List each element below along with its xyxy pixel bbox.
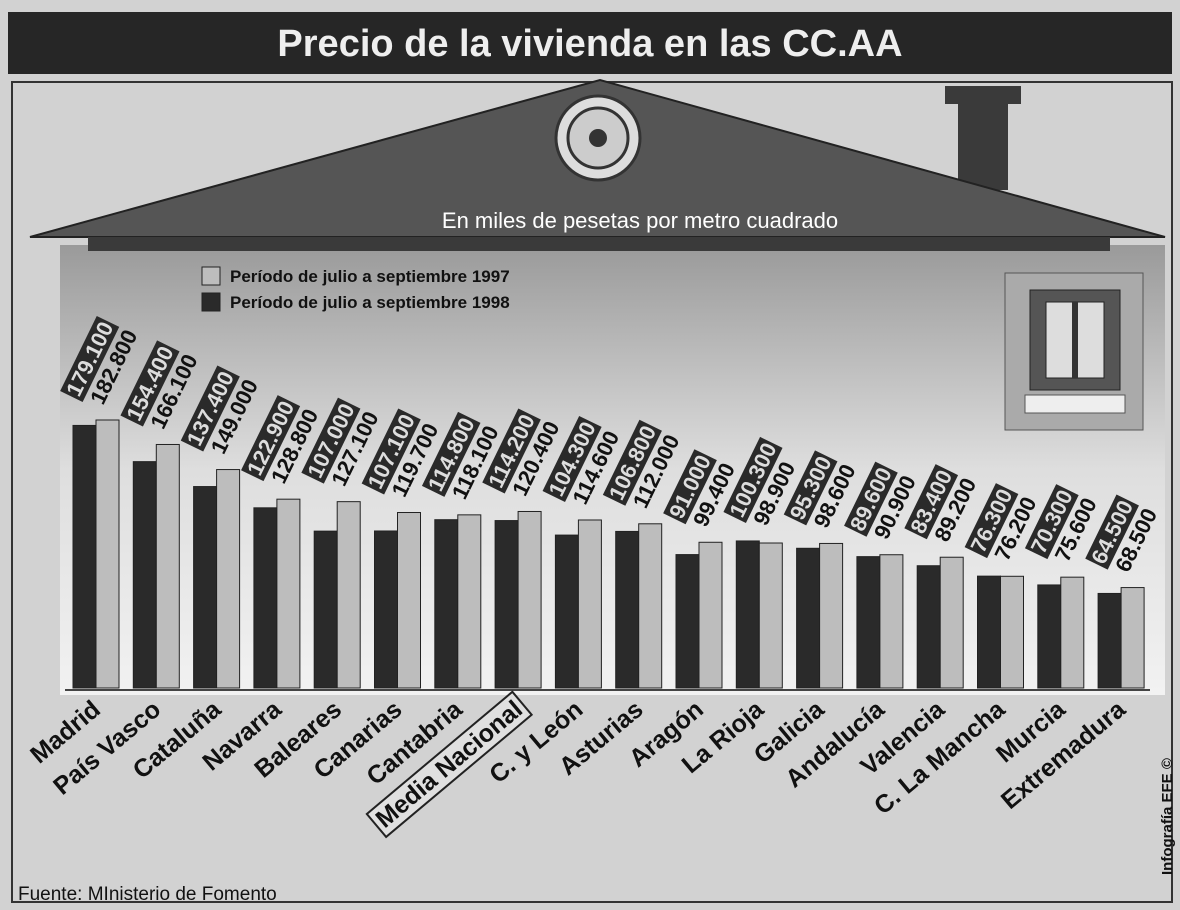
bar bbox=[1121, 588, 1144, 688]
bar bbox=[518, 511, 541, 688]
bar bbox=[940, 557, 963, 688]
legend-swatch bbox=[202, 293, 220, 311]
bar bbox=[495, 521, 518, 688]
bar bbox=[639, 524, 662, 688]
page: Precio de la vivienda en las CC.AA En mi… bbox=[0, 0, 1180, 910]
bar bbox=[217, 470, 240, 688]
bar bbox=[277, 499, 300, 688]
bar bbox=[96, 420, 119, 688]
bar bbox=[156, 444, 179, 688]
legend-label: Período de julio a septiembre 1997 bbox=[230, 267, 510, 286]
chimney bbox=[958, 100, 1008, 190]
bar bbox=[616, 531, 639, 688]
bar bbox=[398, 513, 421, 688]
bar bbox=[917, 566, 940, 688]
bar bbox=[676, 555, 699, 688]
bar bbox=[254, 508, 277, 688]
legend-swatch bbox=[202, 267, 220, 285]
bar bbox=[458, 515, 481, 688]
bar bbox=[736, 541, 759, 688]
bar bbox=[978, 576, 1001, 688]
bar bbox=[375, 531, 398, 688]
chart: Precio de la vivienda en las CC.AA En mi… bbox=[0, 0, 1180, 910]
bar bbox=[820, 543, 843, 688]
bar bbox=[578, 520, 601, 688]
bar bbox=[1038, 585, 1061, 688]
eave bbox=[88, 237, 1110, 251]
bar bbox=[194, 487, 217, 688]
bar bbox=[759, 543, 782, 688]
source: Fuente: MInisterio de Fomento bbox=[18, 884, 277, 905]
vent-center bbox=[589, 129, 607, 147]
bar bbox=[1098, 593, 1121, 688]
bar bbox=[1061, 577, 1084, 688]
chart-title: Precio de la vivienda en las CC.AA bbox=[277, 23, 902, 65]
window-sill bbox=[1025, 395, 1125, 413]
bar bbox=[337, 502, 360, 688]
bar bbox=[73, 425, 96, 688]
credit: Infografía EFE © bbox=[1159, 758, 1176, 875]
bar bbox=[797, 548, 820, 688]
bar bbox=[699, 542, 722, 688]
bar bbox=[880, 555, 903, 688]
bar bbox=[314, 531, 337, 688]
bar bbox=[1001, 576, 1024, 688]
subtitle: En miles de pesetas por metro cuadrado bbox=[442, 208, 838, 233]
bar bbox=[435, 520, 458, 688]
legend-label: Período de julio a septiembre 1998 bbox=[230, 293, 510, 312]
bar bbox=[555, 535, 578, 688]
bar bbox=[133, 462, 156, 688]
bar bbox=[857, 557, 880, 688]
